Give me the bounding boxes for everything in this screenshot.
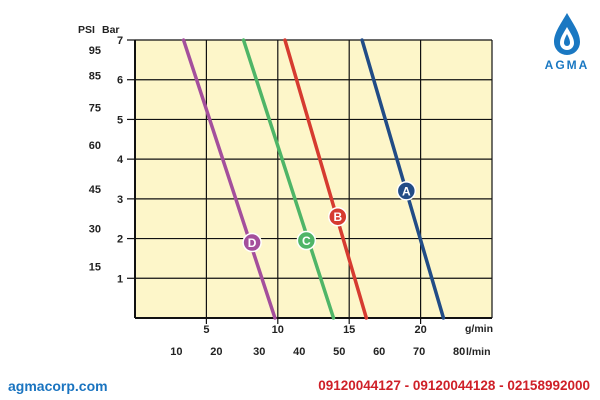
- y-axis-psi-ticks: 15 30 45 60 75 85 95: [89, 45, 101, 273]
- series-marker-b: [328, 206, 348, 227]
- y-bar-tick-label: 5: [117, 114, 123, 126]
- y-axis-bar-ticks: 1 2 3 4 5 6 7: [117, 35, 135, 285]
- y-axis-psi-label: PSI: [78, 24, 95, 36]
- plot-area: [135, 40, 492, 318]
- x-axis-lpm-label: l/min: [466, 346, 491, 358]
- x-axis-gpm-ticks: 5 10 15 20: [203, 318, 427, 336]
- series-marker-label: B: [333, 210, 342, 224]
- series-line-b: [283, 38, 369, 320]
- series-marker-label: A: [402, 184, 411, 198]
- y-psi-tick-label: 95: [89, 45, 101, 57]
- series-marker-a: [396, 181, 417, 201]
- x-lpm-tick-label: 50: [333, 346, 345, 358]
- y-psi-tick-label: 15: [89, 261, 101, 273]
- y-psi-tick-label: 85: [89, 71, 101, 83]
- brand-logo-text: AGMA: [544, 58, 590, 72]
- y-bar-tick-label: 3: [117, 194, 123, 206]
- y-bar-tick-label: 7: [117, 35, 123, 47]
- website-link[interactable]: agmacorp.com: [8, 378, 108, 394]
- series-marker-d: [242, 232, 262, 253]
- y-psi-tick-label: 45: [89, 184, 101, 196]
- series-line-c: [241, 38, 336, 320]
- series-line-a: [360, 38, 446, 320]
- grid-lines: [134, 39, 493, 319]
- x-axis-lpm-ticks: 10 20 30 40 50 60 70 80: [170, 346, 465, 358]
- x-gpm-tick-label: 5: [203, 324, 209, 336]
- x-lpm-tick-label: 80: [453, 346, 465, 358]
- x-lpm-tick-label: 40: [293, 346, 305, 358]
- y-psi-tick-label: 30: [89, 224, 101, 236]
- x-lpm-tick-label: 70: [413, 346, 425, 358]
- series-marker-label: D: [248, 236, 257, 250]
- y-psi-tick-label: 60: [89, 140, 101, 152]
- series-lines: [181, 38, 446, 320]
- x-axis-gpm-label: g/min: [465, 323, 493, 335]
- y-axis-bar-label: Bar: [102, 24, 120, 36]
- series-line-d: [181, 38, 277, 320]
- series-marker-c: [296, 230, 317, 251]
- y-bar-tick-label: 6: [117, 75, 123, 87]
- x-gpm-tick-label: 15: [343, 324, 355, 336]
- x-gpm-tick-label: 20: [414, 324, 426, 336]
- y-psi-tick-label: 75: [89, 103, 101, 115]
- x-lpm-tick-label: 30: [253, 346, 265, 358]
- x-lpm-tick-label: 60: [373, 346, 385, 358]
- y-bar-tick-label: 1: [117, 273, 123, 285]
- y-bar-tick-label: 2: [117, 234, 123, 246]
- x-lpm-tick-label: 10: [170, 346, 182, 358]
- series-markers: A B C D: [242, 181, 417, 253]
- series-marker-label: C: [302, 234, 311, 248]
- y-bar-tick-label: 4: [117, 154, 124, 166]
- phone-numbers: 09120044127 - 09120044128 - 02158992000: [318, 378, 590, 393]
- x-gpm-tick-label: 10: [272, 324, 284, 336]
- agma-drop-logo-icon: [554, 13, 580, 55]
- x-lpm-tick-label: 20: [210, 346, 222, 358]
